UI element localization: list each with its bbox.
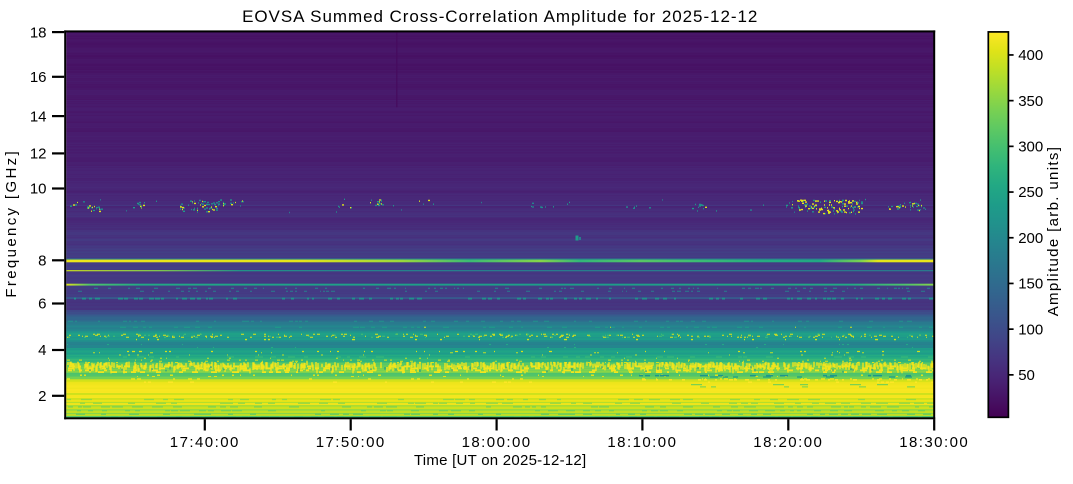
svg-text:Amplitude [arb. units]: Amplitude [arb. units]: [1045, 146, 1062, 317]
svg-text:250: 250: [1018, 184, 1043, 201]
svg-text:10: 10: [30, 181, 47, 198]
svg-text:18: 18: [30, 24, 47, 41]
svg-text:EOVSA Summed Cross-Correlation: EOVSA Summed Cross-Correlation Amplitude…: [242, 7, 758, 26]
svg-text:18:30:00: 18:30:00: [899, 434, 969, 451]
svg-text:18:20:00: 18:20:00: [753, 434, 823, 451]
svg-text:Frequency [GHz]: Frequency [GHz]: [3, 149, 20, 298]
svg-text:350: 350: [1018, 93, 1043, 110]
svg-text:18:00:00: 18:00:00: [462, 434, 532, 451]
svg-text:18:10:00: 18:10:00: [607, 434, 677, 451]
svg-text:17:50:00: 17:50:00: [316, 434, 386, 451]
svg-text:17:40:00: 17:40:00: [170, 434, 240, 451]
svg-text:6: 6: [38, 296, 46, 313]
svg-text:12: 12: [30, 146, 47, 163]
svg-text:8: 8: [38, 253, 46, 270]
svg-text:14: 14: [30, 108, 47, 125]
svg-text:4: 4: [38, 342, 46, 359]
svg-text:16: 16: [30, 69, 47, 86]
svg-text:2: 2: [38, 388, 46, 405]
svg-text:150: 150: [1018, 276, 1043, 293]
svg-text:300: 300: [1018, 139, 1043, 156]
svg-text:50: 50: [1018, 367, 1035, 384]
svg-text:400: 400: [1018, 47, 1043, 64]
svg-text:100: 100: [1018, 321, 1043, 338]
svg-text:Time [UT on 2025-12-12]: Time [UT on 2025-12-12]: [414, 452, 587, 469]
svg-text:200: 200: [1018, 230, 1043, 247]
